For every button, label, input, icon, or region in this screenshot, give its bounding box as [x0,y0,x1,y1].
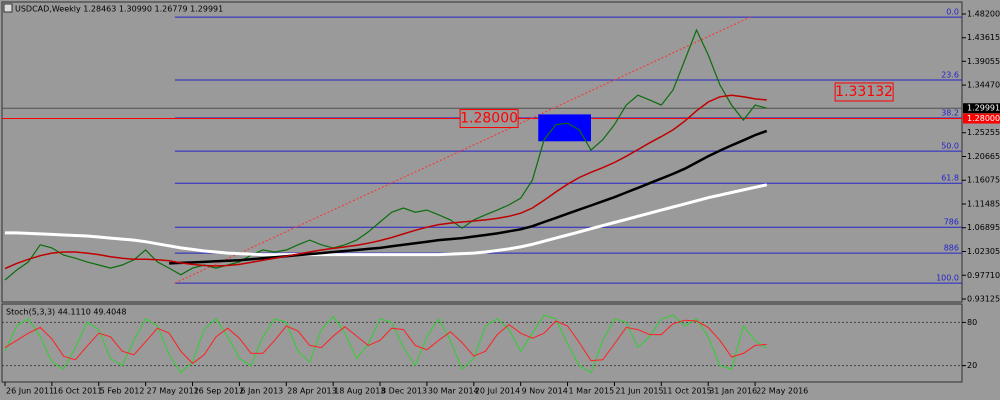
chart-title: USDCAD,Weekly 1.28463 1.30990 1.26779 1.… [15,5,223,14]
series-line [169,129,768,265]
stoch-title: Stoch(5,3,3) 44.1110 49.4048 [6,308,126,317]
price-label-box [459,109,519,129]
axis-marker [963,103,1000,114]
x-tick-label: 26 Jun 2011 [6,387,54,396]
x-tick-label: 31 Jan 2016 [709,387,757,396]
axis-marker-label: 1.28000 [967,114,1000,123]
x-tick-label: 27 May 2012 [147,387,199,396]
x-tick-label: 16 Oct 2011 [53,387,102,396]
trendline [174,16,751,284]
y-tick-label: 1.06895 [967,223,1000,232]
y-tick-label: 80 [967,318,977,327]
title-icon [3,3,13,13]
y-tick-label: 1.11485 [967,199,1000,208]
x-tick-label: 20 Jul 2014 [475,387,520,396]
series-line [4,319,767,365]
y-tick-label: 1.02305 [967,247,1000,256]
x-tick-label: 8 Dec 2013 [381,387,427,396]
axis-marker [963,113,1000,124]
price-label-box [834,82,894,102]
fibo-label: 886 [944,244,959,253]
y-tick-label: 1.16075 [967,176,1000,185]
stoch-frame [1,303,963,383]
x-tick-label: 9 Nov 2014 [522,387,568,396]
fibo-label: 0.0 [946,8,959,17]
x-tick-label: 28 Apr 2013 [287,387,336,396]
fibo-label: 23.6 [941,70,959,79]
y-tick-label: 1.39055 [967,57,1000,66]
series-line [4,314,768,374]
y-tick-label: 0.97710 [967,271,1000,280]
y-tick-label: 1.34470 [967,81,1000,90]
x-tick-label: 5 Feb 2012 [100,387,145,396]
axis-marker-label: 1.29991 [967,104,1000,113]
fibo-label: 38.2 [941,109,959,118]
fibo-label: 61.8 [941,174,959,183]
main-frame [1,1,963,303]
x-tick-label: 22 May 2016 [756,387,808,396]
x-tick-label: 16 Sep 2012 [194,387,245,396]
series-line [5,183,768,257]
fibo-label: 100.0 [936,274,959,283]
series-line [4,28,767,281]
x-tick-label: 30 Mar 2014 [428,387,479,396]
y-tick-label: 1.48200 [967,10,1000,19]
y-tick-label: 1.20665 [967,152,1000,161]
y-tick-label: 20 [967,361,977,370]
x-tick-label: 18 Aug 2013 [334,387,385,396]
price-label: 1.33132 [835,84,893,100]
y-tick-label: 1.43615 [967,33,1000,42]
x-tick-label: 6 Jan 2013 [240,387,283,396]
x-tick-label: 1 Mar 2015 [569,387,615,396]
fibo-label: 50.0 [941,142,959,151]
y-tick-label: 1.25255 [967,128,1000,137]
series-line [4,94,767,270]
fibo-label: 786 [944,218,959,227]
x-tick-label: 21 Jun 2015 [615,387,663,396]
x-tick-label: 11 Oct 2015 [662,387,711,396]
y-tick-label: 0.93125 [967,294,1000,303]
price-label: 1.28000 [460,111,518,127]
